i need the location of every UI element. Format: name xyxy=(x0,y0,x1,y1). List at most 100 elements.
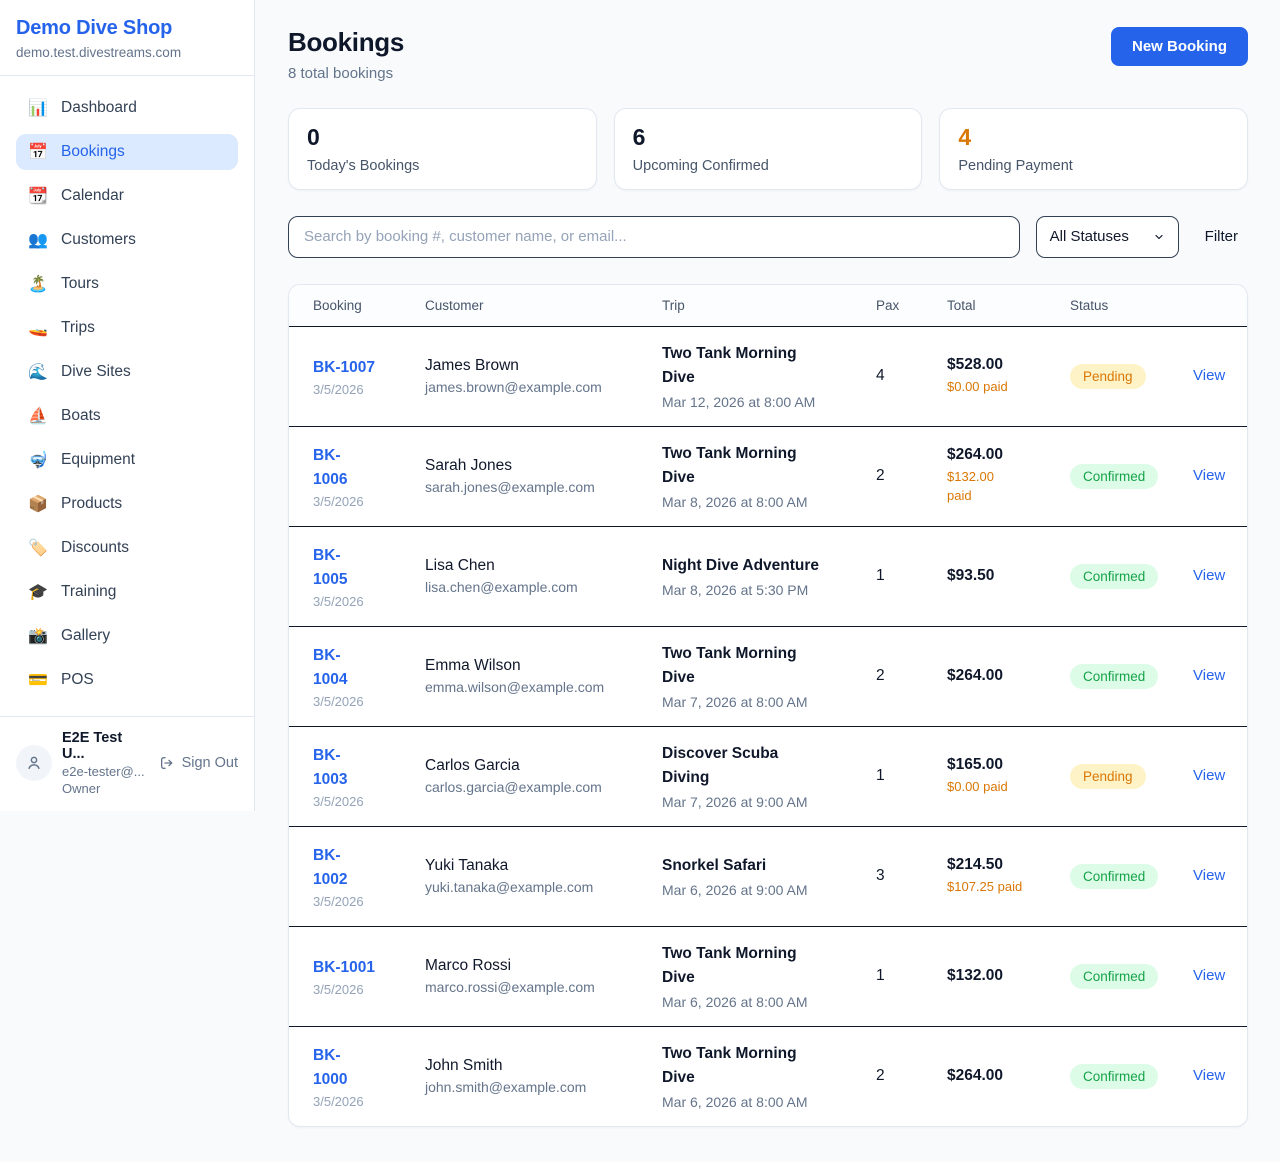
view-link[interactable]: View xyxy=(1193,467,1226,485)
sidebar-item-products[interactable]: 📦 Products xyxy=(16,486,238,522)
status-filter-select[interactable]: All Statuses xyxy=(1035,215,1179,258)
actions-cell: View xyxy=(1185,426,1247,527)
sidebar-item-bookings[interactable]: 📅 Bookings xyxy=(16,134,238,170)
trip-datetime: Mar 8, 2026 at 5:30 PM xyxy=(662,582,809,599)
sidebar-item-customers[interactable]: 👥 Customers xyxy=(16,222,238,258)
view-link[interactable]: View xyxy=(1193,567,1226,585)
booking-cell: BK-1007 3/5/2026 xyxy=(289,326,417,427)
credit-card-icon: 💳 xyxy=(28,670,48,689)
view-link[interactable]: View xyxy=(1193,867,1226,885)
booking-date: 3/5/2026 xyxy=(313,1093,364,1109)
booking-date: 3/5/2026 xyxy=(313,381,364,397)
filter-button[interactable]: Filter xyxy=(1195,228,1248,245)
sidebar-item-training[interactable]: 🎓 Training xyxy=(16,574,238,610)
trip-datetime: Mar 7, 2026 at 8:00 AM xyxy=(662,694,808,711)
booking-id-link[interactable]: BK- 1003 xyxy=(313,746,348,788)
customer-name: Marco Rossi xyxy=(425,957,512,975)
pax-value: 2 xyxy=(876,1067,885,1085)
sidebar-item-trips[interactable]: 🚤 Trips xyxy=(16,310,238,346)
booking-cell: BK- 1004 3/5/2026 xyxy=(289,626,417,727)
pax-cell: 2 xyxy=(868,426,939,527)
pax-value: 1 xyxy=(876,567,885,585)
sidebar-item-boats[interactable]: ⛵ Boats xyxy=(16,398,238,434)
pax-value: 4 xyxy=(876,367,885,385)
booking-id-link[interactable]: BK- 1006 xyxy=(313,446,348,488)
pax-value: 1 xyxy=(876,967,885,985)
total-amount: $93.50 xyxy=(947,567,995,585)
actions-cell: View xyxy=(1185,726,1247,827)
tag-icon: 🏷️ xyxy=(28,538,48,557)
booking-id-link[interactable]: BK- 1004 xyxy=(313,646,348,688)
trip-cell: Discover Scuba Diving Mar 7, 2026 at 9:00… xyxy=(654,726,868,827)
booking-id-link[interactable]: BK- 1002 xyxy=(313,846,348,888)
paid-amount: $0.00 paid xyxy=(947,378,1008,394)
customer-cell: Lisa Chen lisa.chen@example.com xyxy=(417,526,654,627)
sidebar-item-label: Dive Sites xyxy=(61,363,131,380)
trip-cell: Two Tank Morning Dive Mar 8, 2026 at 8:00… xyxy=(654,426,868,527)
diving-mask-icon: 🤿 xyxy=(28,450,48,469)
table-body: BK-1007 3/5/2026 James Brown james.brown@ex… xyxy=(289,326,1247,1126)
filter-row: All Statuses Filter xyxy=(288,215,1248,258)
graduation-cap-icon: 🎓 xyxy=(28,582,48,601)
user-section: E2E Test U... e2e-tester@... Owner Sign … xyxy=(0,716,254,811)
customer-name: Lisa Chen xyxy=(425,557,495,575)
customer-name: Emma Wilson xyxy=(425,657,521,675)
status-cell: Confirmed xyxy=(1062,826,1185,927)
status-cell: Confirmed xyxy=(1062,426,1185,527)
booking-id-link[interactable]: BK-1007 xyxy=(313,358,376,376)
main-content: Bookings 8 total bookings New Booking 0 T… xyxy=(256,0,1280,1159)
sidebar-item-label: Equipment xyxy=(61,451,136,468)
pax-cell: 4 xyxy=(868,326,939,427)
total-amount: $264.00 xyxy=(947,446,1004,464)
sidebar-item-gallery[interactable]: 📸 Gallery xyxy=(16,618,238,654)
total-cell: $165.00 $0.00 paid xyxy=(939,726,1062,827)
status-cell: Confirmed xyxy=(1062,926,1185,1027)
sidebar-item-dashboard[interactable]: 📊 Dashboard xyxy=(16,90,238,126)
sidebar-item-equipment[interactable]: 🤿 Equipment xyxy=(16,442,238,478)
search-input[interactable] xyxy=(288,215,1020,258)
bookings-table: Booking Customer Trip Pax Total Status B… xyxy=(289,284,1247,1127)
booking-id-link[interactable]: BK- 1005 xyxy=(313,546,348,588)
sidebar-item-pos[interactable]: 💳 POS xyxy=(16,662,238,698)
view-link[interactable]: View xyxy=(1193,1067,1226,1085)
actions-cell: View xyxy=(1185,826,1247,927)
customer-name: Yuki Tanaka xyxy=(425,857,509,875)
brand-name[interactable]: Demo Dive Shop xyxy=(16,17,173,39)
view-link[interactable]: View xyxy=(1193,767,1226,785)
customer-cell: Emma Wilson emma.wilson@example.com xyxy=(417,626,654,727)
total-amount: $264.00 xyxy=(947,667,1004,685)
sidebar-item-tours[interactable]: 🏝️ Tours xyxy=(16,266,238,302)
trip-cell: Snorkel Safari Mar 6, 2026 at 9:00 AM xyxy=(654,826,868,927)
status-cell: Confirmed xyxy=(1062,1026,1185,1126)
pax-value: 2 xyxy=(876,467,885,485)
view-link[interactable]: View xyxy=(1193,367,1226,385)
trip-name: Discover Scuba Diving xyxy=(662,745,779,787)
booking-id-link[interactable]: BK- 1000 xyxy=(313,1046,348,1088)
sidebar-item-discounts[interactable]: 🏷️ Discounts xyxy=(16,530,238,566)
booking-cell: BK- 1006 3/5/2026 xyxy=(289,426,417,527)
new-booking-button[interactable]: New Booking xyxy=(1110,27,1248,66)
booking-id-link[interactable]: BK-1001 xyxy=(313,958,376,976)
sign-out-button[interactable]: Sign Out xyxy=(159,755,238,771)
customer-email: emma.wilson@example.com xyxy=(425,679,605,696)
customer-name: Sarah Jones xyxy=(425,457,513,475)
sidebar-item-calendar[interactable]: 📆 Calendar xyxy=(16,178,238,214)
avatar xyxy=(16,745,52,781)
view-link[interactable]: View xyxy=(1193,667,1226,685)
booking-cell: BK-1001 3/5/2026 xyxy=(289,926,417,1027)
page-header-text: Bookings 8 total bookings xyxy=(288,27,404,82)
trip-cell: Two Tank Morning Dive Mar 6, 2026 at 8:00… xyxy=(654,1026,868,1126)
booking-date: 3/5/2026 xyxy=(313,493,364,509)
sidebar-item-label: Bookings xyxy=(61,143,125,160)
island-icon: 🏝️ xyxy=(28,274,48,293)
pax-cell: 3 xyxy=(868,826,939,927)
sidebar-item-dive-sites[interactable]: 🌊 Dive Sites xyxy=(16,354,238,390)
booking-date: 3/5/2026 xyxy=(313,693,364,709)
trip-cell: Two Tank Morning Dive Mar 7, 2026 at 8:00… xyxy=(654,626,868,727)
people-icon: 👥 xyxy=(28,230,48,249)
view-link[interactable]: View xyxy=(1193,967,1226,985)
sign-out-label: Sign Out xyxy=(181,755,238,771)
sidebar-item-label: Dashboard xyxy=(61,99,137,116)
customer-cell: Yuki Tanaka yuki.tanaka@example.com xyxy=(417,826,654,927)
booking-cell: BK- 1005 3/5/2026 xyxy=(289,526,417,627)
